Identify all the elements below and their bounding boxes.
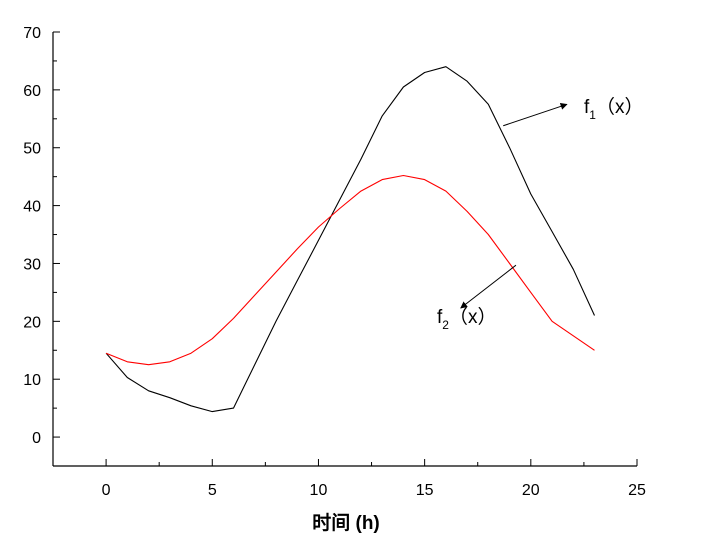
- series-label-2: f2（x）: [437, 306, 496, 332]
- y-tick-label: 0: [32, 430, 41, 447]
- x-tick-label: 0: [102, 482, 111, 499]
- series-line-1: [105, 66, 595, 413]
- x-tick-label: 25: [628, 482, 646, 499]
- annotation-arrow-1: [503, 103, 568, 127]
- y-tick-label: 10: [23, 372, 41, 389]
- series-label-1: f1（x）: [584, 96, 643, 122]
- x-tick-label: 15: [416, 482, 434, 499]
- x-axis-label: 时间 (h): [312, 512, 380, 534]
- annotation-arrow-2: [460, 264, 517, 309]
- y-tick-label: 60: [23, 83, 41, 100]
- series-line-2: [105, 174, 595, 366]
- y-tick-label: 20: [23, 314, 41, 331]
- y-tick-label: 40: [23, 199, 41, 216]
- x-tick-label: 10: [310, 482, 328, 499]
- y-tick-label: 30: [23, 256, 41, 273]
- x-tick-label: 20: [522, 482, 540, 499]
- annotation-layer: f1（x） f2（x）: [437, 96, 643, 332]
- y-tick-label: 70: [23, 25, 41, 42]
- axes: 0 5 10 15 20 25 0 10 20 30 40 50 60 70: [23, 25, 646, 499]
- y-tick-label: 50: [23, 141, 41, 158]
- x-tick-label: 5: [208, 482, 217, 499]
- series-layer: [105, 66, 595, 413]
